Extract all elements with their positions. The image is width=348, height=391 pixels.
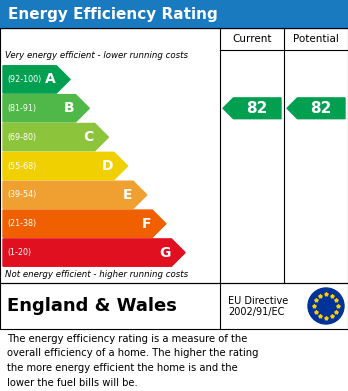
Text: EU Directive: EU Directive (228, 296, 288, 306)
Text: 2002/91/EC: 2002/91/EC (228, 307, 284, 317)
Text: C: C (84, 130, 94, 144)
Polygon shape (3, 239, 185, 266)
Text: Current: Current (232, 34, 272, 44)
Text: B: B (64, 101, 74, 115)
Polygon shape (3, 124, 109, 151)
Bar (0, 283, 348, 329)
Text: E: E (122, 188, 132, 202)
Text: lower the fuel bills will be.: lower the fuel bills will be. (7, 377, 138, 387)
Text: F: F (142, 217, 151, 231)
Text: (21-38): (21-38) (7, 219, 36, 228)
Bar (0, 0, 348, 28)
Text: 82: 82 (310, 101, 331, 116)
Text: (92-100): (92-100) (7, 75, 41, 84)
Text: (69-80): (69-80) (7, 133, 36, 142)
Polygon shape (223, 98, 281, 119)
Text: A: A (45, 72, 55, 86)
Text: G: G (159, 246, 171, 260)
Text: D: D (101, 159, 113, 173)
Text: (55-68): (55-68) (7, 161, 36, 170)
Text: (81-91): (81-91) (7, 104, 36, 113)
Text: 82: 82 (246, 101, 267, 116)
Text: Not energy efficient - higher running costs: Not energy efficient - higher running co… (5, 270, 188, 279)
Text: The energy efficiency rating is a measure of the: The energy efficiency rating is a measur… (7, 334, 247, 344)
Text: Energy Efficiency Rating: Energy Efficiency Rating (8, 7, 218, 22)
Text: Potential: Potential (293, 34, 339, 44)
Polygon shape (287, 98, 345, 119)
Polygon shape (3, 210, 166, 237)
Text: (1-20): (1-20) (7, 248, 31, 257)
Polygon shape (3, 66, 70, 93)
Text: England & Wales: England & Wales (7, 297, 177, 315)
Text: the more energy efficient the home is and the: the more energy efficient the home is an… (7, 363, 238, 373)
Text: overall efficiency of a home. The higher the rating: overall efficiency of a home. The higher… (7, 348, 259, 359)
Polygon shape (3, 181, 147, 208)
Text: Very energy efficient - lower running costs: Very energy efficient - lower running co… (5, 51, 188, 60)
Circle shape (308, 288, 344, 324)
Polygon shape (3, 152, 128, 180)
Text: (39-54): (39-54) (7, 190, 36, 199)
Polygon shape (3, 95, 89, 122)
Bar (0, 28, 348, 283)
